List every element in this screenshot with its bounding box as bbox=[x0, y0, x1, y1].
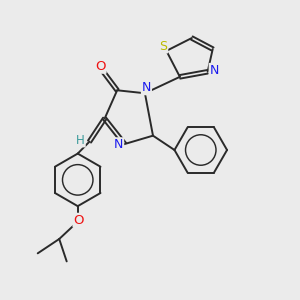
Text: O: O bbox=[74, 214, 84, 227]
Text: N: N bbox=[142, 81, 151, 94]
Text: N: N bbox=[209, 64, 219, 77]
Text: N: N bbox=[114, 138, 123, 151]
Text: O: O bbox=[95, 60, 106, 73]
Text: H: H bbox=[76, 134, 85, 147]
Text: S: S bbox=[159, 40, 167, 52]
